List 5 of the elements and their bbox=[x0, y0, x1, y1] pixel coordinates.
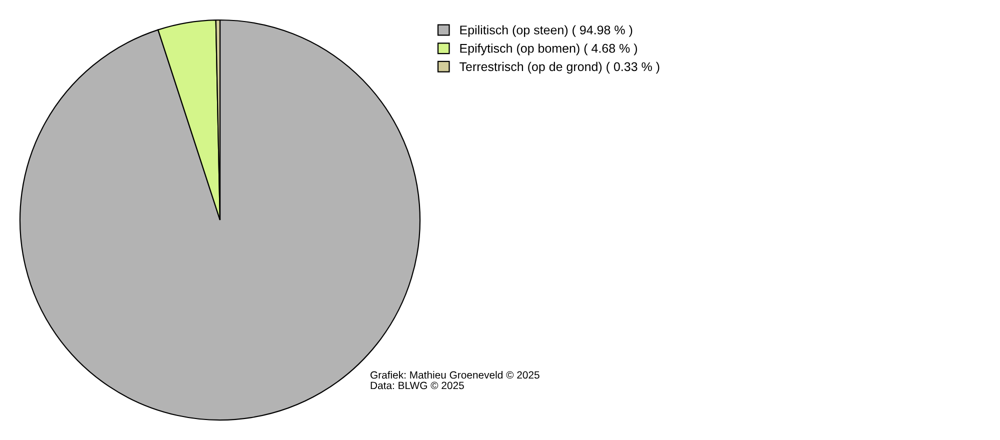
legend-label: Terrestrisch (op de grond) ( 0.33 % ) bbox=[460, 62, 660, 74]
text: Grafiek: Mathieu Groeneveld © 2025 bbox=[370, 371, 540, 379]
legend-label: Epifytisch (op bomen) ( 4.68 % ) bbox=[460, 44, 638, 56]
legend-label: Epilitisch (op steen) ( 94.98 % ) bbox=[460, 25, 632, 37]
text: Data: BLWG © 2025 bbox=[370, 382, 464, 390]
